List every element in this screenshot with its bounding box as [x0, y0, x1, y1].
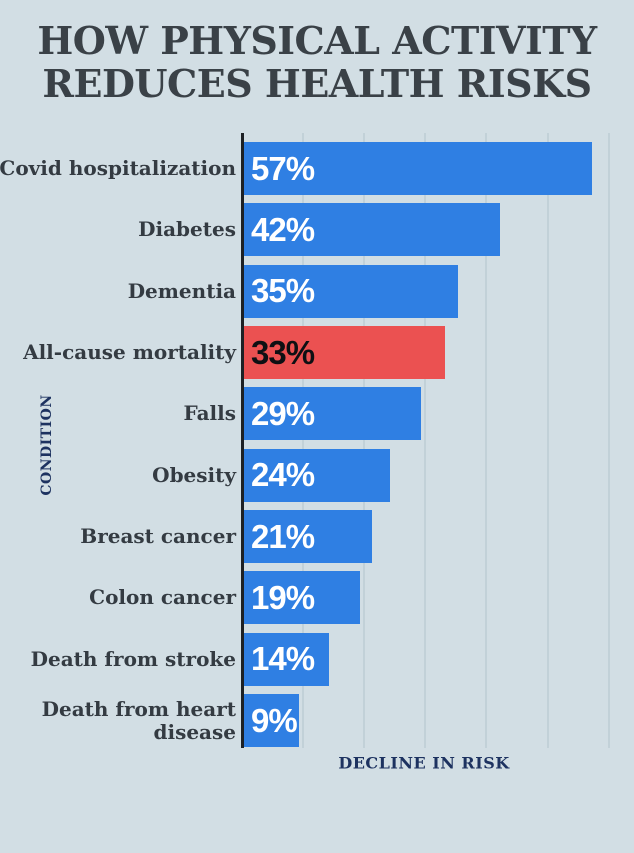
- category-label-line: Dementia: [127, 278, 236, 303]
- bar-diabetes: 42%: [244, 203, 501, 257]
- bar-value-label: 19%: [251, 578, 315, 616]
- gridline-60pct: [607, 133, 610, 748]
- bar-covid-hospitalization: 57%: [244, 142, 592, 195]
- category-labels: Covid hospitalization Diabetes Dementia All…: [0, 133, 236, 748]
- bar-value-label: 33%: [251, 333, 315, 371]
- bar-obesity: 24%: [244, 448, 391, 502]
- plot-area: 57% 42% 35% 33% 29% 24% 21% 19% 14% 9%: [241, 133, 633, 748]
- gridline-10pct: [301, 133, 304, 748]
- category-label-line: Breast cancer: [80, 524, 236, 549]
- category-label-line: Falls: [183, 401, 236, 426]
- bar-falls: 29%: [244, 387, 421, 441]
- category-label: Colon cancer: [0, 571, 236, 624]
- bar-breast-cancer: 21%: [244, 510, 373, 564]
- gridline-30pct: [424, 133, 427, 748]
- category-label-line: Death from stroke: [30, 646, 236, 671]
- chart-title: HOW PHYSICAL ACTIVITY REDUCES HEALTH RISK…: [0, 18, 634, 106]
- category-label-line: All-cause mortality: [23, 340, 236, 365]
- bar-value-label: 21%: [251, 517, 315, 555]
- category-label-line: disease: [153, 719, 236, 744]
- bar-death-from-heart-disease: 9%: [244, 694, 299, 748]
- y-axis-line: [241, 133, 244, 748]
- gridline-40pct: [485, 133, 488, 748]
- bar-all-cause-mortality: 33%: [244, 326, 446, 380]
- category-label: Death from stroke: [0, 633, 236, 686]
- chart-title-line2: REDUCES HEALTH RISKS: [42, 60, 592, 106]
- bar-value-label: 57%: [251, 149, 315, 187]
- bar-dementia: 35%: [244, 264, 458, 318]
- y-axis-title: CONDITION: [39, 394, 55, 496]
- category-label: Falls: [0, 387, 236, 440]
- bar-death-from-stroke: 14%: [244, 632, 330, 686]
- category-label: Death from heart disease: [0, 694, 236, 747]
- gridline-20pct: [362, 133, 365, 748]
- gridline-50pct: [546, 133, 549, 748]
- bar-value-label: 24%: [251, 456, 315, 494]
- category-label-line: Covid hospitalization: [0, 156, 236, 180]
- bar-colon-cancer: 19%: [244, 571, 360, 625]
- x-axis-title: DECLINE IN RISK: [338, 753, 510, 773]
- bar-value-label: 35%: [251, 272, 315, 310]
- category-label: Covid hospitalization: [0, 142, 236, 195]
- bar-value-label: 29%: [251, 394, 315, 432]
- category-label: Diabetes: [0, 203, 236, 256]
- category-label-line: Obesity: [152, 462, 236, 487]
- category-label-line: Diabetes: [138, 217, 236, 242]
- category-label: Dementia: [0, 265, 236, 318]
- bar-value-label: 9%: [251, 701, 298, 739]
- category-label: All-cause mortality: [0, 326, 236, 379]
- category-label: Obesity: [0, 449, 236, 502]
- category-label-line: Colon cancer: [89, 585, 236, 610]
- chart-title-line1: HOW PHYSICAL ACTIVITY: [37, 18, 597, 63]
- category-label-line: Death from heart: [41, 696, 236, 721]
- category-label: Breast cancer: [0, 510, 236, 563]
- bar-value-label: 42%: [251, 210, 315, 248]
- bar-value-label: 14%: [251, 640, 315, 678]
